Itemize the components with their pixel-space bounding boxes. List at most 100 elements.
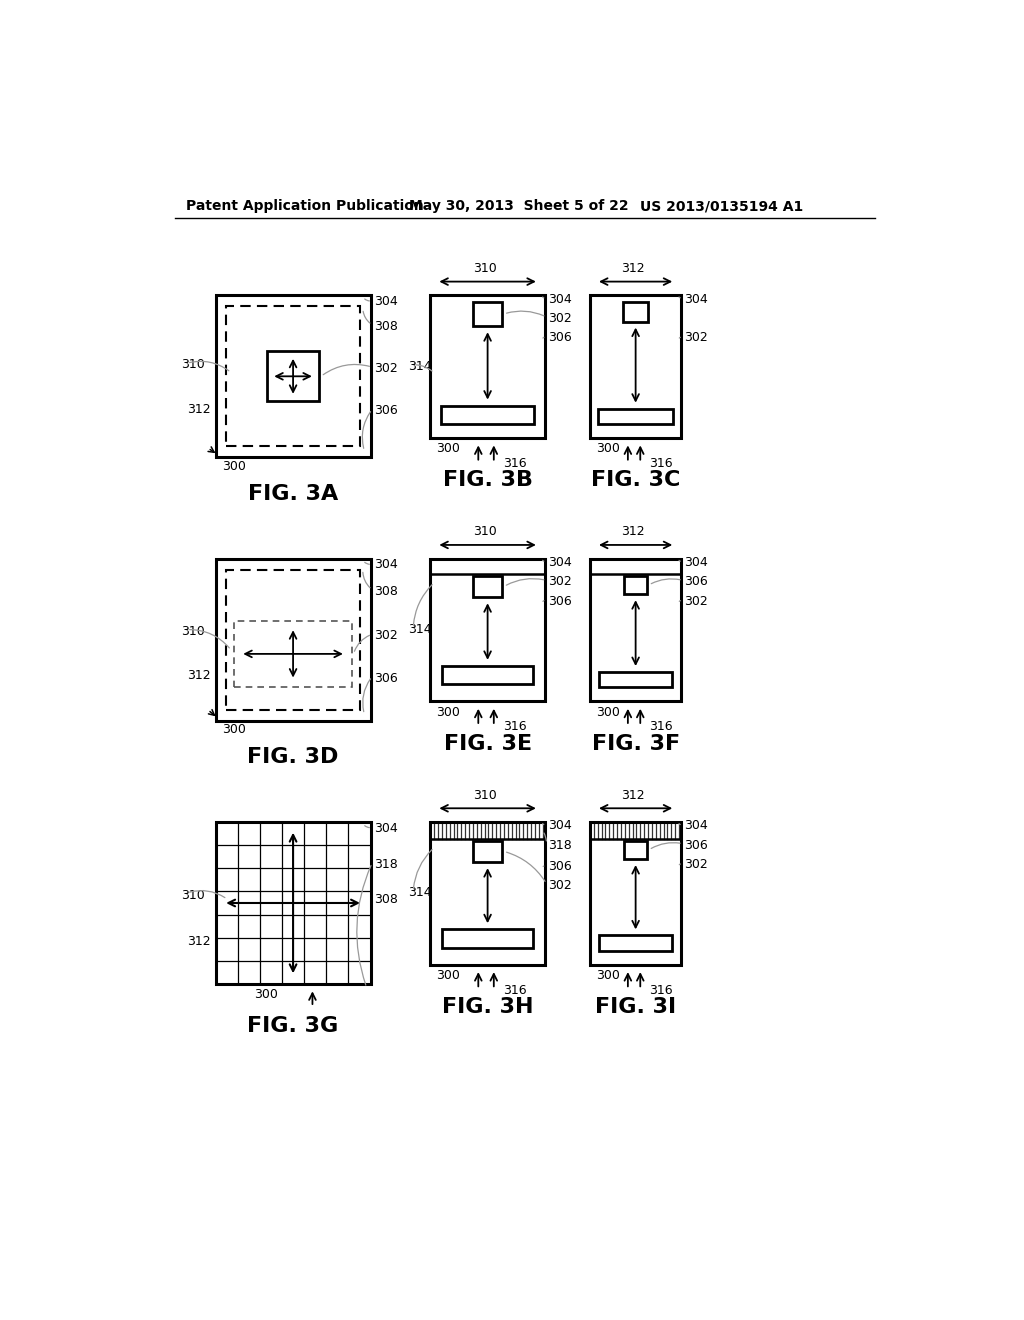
Text: 312: 312 xyxy=(622,788,645,801)
Text: FIG. 3H: FIG. 3H xyxy=(441,997,534,1016)
Bar xyxy=(473,576,503,598)
Text: 304: 304 xyxy=(374,558,397,572)
Bar xyxy=(598,409,673,424)
Text: 300: 300 xyxy=(596,969,620,982)
Text: 312: 312 xyxy=(622,525,645,539)
Text: FIG. 3G: FIG. 3G xyxy=(248,1016,339,1036)
Text: 306: 306 xyxy=(374,672,397,685)
Bar xyxy=(590,296,681,438)
Text: 316: 316 xyxy=(649,721,673,733)
Bar xyxy=(442,665,534,684)
Bar xyxy=(216,296,371,457)
Text: Patent Application Publication: Patent Application Publication xyxy=(186,199,424,213)
Text: 300: 300 xyxy=(596,442,620,455)
Text: 306: 306 xyxy=(684,838,709,851)
Text: 316: 316 xyxy=(649,457,673,470)
Text: 300: 300 xyxy=(436,705,461,718)
Text: FIG. 3D: FIG. 3D xyxy=(248,747,339,767)
Text: 304: 304 xyxy=(684,556,709,569)
Bar xyxy=(599,936,672,950)
Text: 316: 316 xyxy=(503,457,526,470)
Bar xyxy=(430,296,545,438)
Text: 316: 316 xyxy=(649,983,673,997)
Bar xyxy=(624,576,647,594)
Text: 300: 300 xyxy=(222,723,246,737)
Text: 312: 312 xyxy=(187,403,211,416)
Text: 302: 302 xyxy=(374,630,397,643)
Text: 302: 302 xyxy=(684,858,709,871)
Text: 304: 304 xyxy=(548,293,571,306)
Text: 306: 306 xyxy=(548,861,571,874)
Text: FIG. 3A: FIG. 3A xyxy=(248,484,338,504)
Text: 318: 318 xyxy=(374,858,397,871)
Text: 308: 308 xyxy=(374,892,397,906)
Text: 318: 318 xyxy=(548,838,571,851)
Text: 302: 302 xyxy=(548,576,571,589)
Text: 310: 310 xyxy=(473,525,497,539)
Text: 300: 300 xyxy=(596,705,620,718)
Text: 300: 300 xyxy=(254,989,279,1001)
Text: 310: 310 xyxy=(180,888,205,902)
Bar xyxy=(266,351,319,401)
Text: 302: 302 xyxy=(548,312,571,325)
Bar xyxy=(442,929,534,948)
Text: 304: 304 xyxy=(548,556,571,569)
Text: 304: 304 xyxy=(548,820,571,833)
Text: FIG. 3B: FIG. 3B xyxy=(442,470,532,490)
Text: 304: 304 xyxy=(374,296,397,308)
Text: 310: 310 xyxy=(473,261,497,275)
Text: May 30, 2013  Sheet 5 of 22: May 30, 2013 Sheet 5 of 22 xyxy=(409,199,628,213)
Text: 304: 304 xyxy=(374,822,397,834)
Text: 314: 314 xyxy=(409,887,432,899)
Text: 312: 312 xyxy=(622,261,645,275)
Text: 306: 306 xyxy=(548,594,571,607)
Bar xyxy=(430,822,545,965)
Text: 306: 306 xyxy=(548,331,571,345)
Bar xyxy=(430,822,545,840)
Text: 300: 300 xyxy=(222,459,246,473)
Text: 312: 312 xyxy=(187,669,211,682)
Text: 312: 312 xyxy=(187,935,211,948)
Bar xyxy=(226,306,359,446)
Text: FIG. 3I: FIG. 3I xyxy=(595,997,676,1016)
Text: 308: 308 xyxy=(374,585,397,598)
Bar xyxy=(599,672,672,688)
Text: 306: 306 xyxy=(374,404,397,417)
Bar xyxy=(430,558,545,574)
Bar xyxy=(590,558,681,574)
Bar xyxy=(590,822,681,840)
Text: US 2013/0135194 A1: US 2013/0135194 A1 xyxy=(640,199,803,213)
Text: 302: 302 xyxy=(684,594,709,607)
Text: FIG. 3E: FIG. 3E xyxy=(443,734,531,754)
Text: 302: 302 xyxy=(548,879,571,892)
Text: 308: 308 xyxy=(374,319,397,333)
Bar xyxy=(226,570,359,710)
Text: 310: 310 xyxy=(180,626,205,639)
Text: FIG. 3F: FIG. 3F xyxy=(592,734,680,754)
Bar xyxy=(473,841,503,862)
Bar xyxy=(590,822,681,965)
Bar xyxy=(430,558,545,701)
Text: 314: 314 xyxy=(409,360,432,372)
Text: 300: 300 xyxy=(436,442,461,455)
Text: 302: 302 xyxy=(374,362,397,375)
Text: 302: 302 xyxy=(684,331,709,345)
Text: 306: 306 xyxy=(684,576,709,589)
Text: 304: 304 xyxy=(684,820,709,833)
Text: 314: 314 xyxy=(409,623,432,636)
Text: 316: 316 xyxy=(503,983,526,997)
Bar xyxy=(624,841,647,859)
Text: 310: 310 xyxy=(180,358,205,371)
Text: 300: 300 xyxy=(436,969,461,982)
Bar xyxy=(624,302,648,322)
Bar xyxy=(234,622,352,686)
Bar xyxy=(473,302,503,326)
Text: FIG. 3C: FIG. 3C xyxy=(591,470,680,490)
Bar xyxy=(216,558,371,721)
Text: 304: 304 xyxy=(684,293,709,306)
Text: 310: 310 xyxy=(473,788,497,801)
Bar xyxy=(216,822,371,983)
Bar xyxy=(441,405,535,424)
Bar xyxy=(590,558,681,701)
Text: 316: 316 xyxy=(503,721,526,733)
